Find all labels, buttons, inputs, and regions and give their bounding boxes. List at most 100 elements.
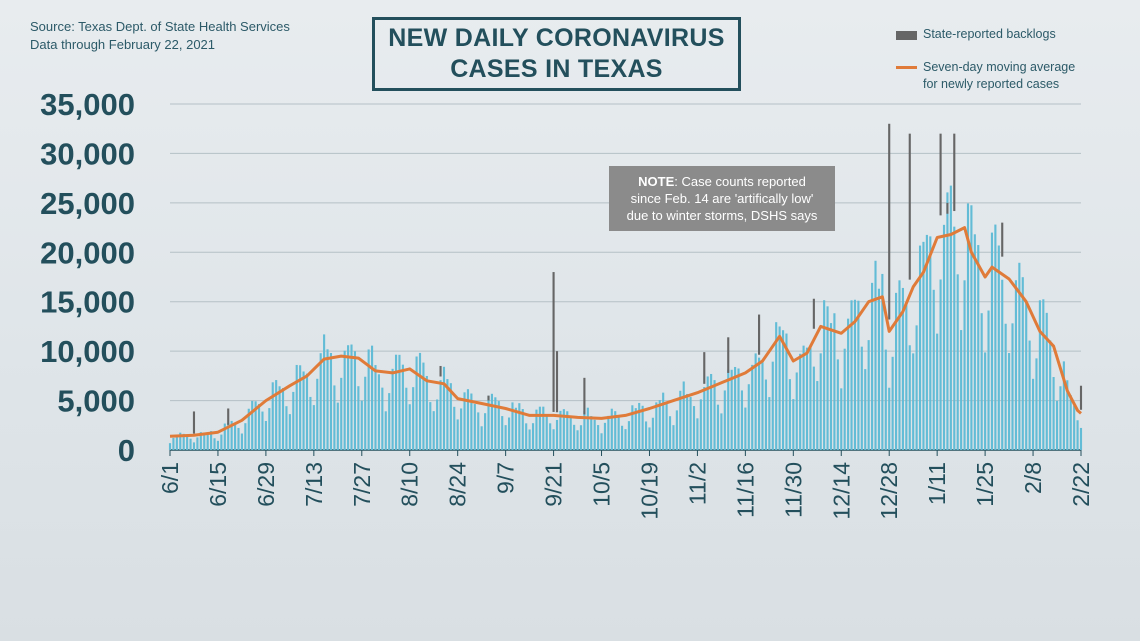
- backlog-bar: [192, 411, 196, 434]
- daily-case-bar: [353, 351, 357, 450]
- daily-case-bar: [367, 349, 370, 450]
- note-line-2: since Feb. 14 are 'artifically low': [630, 191, 814, 206]
- daily-case-bar: [227, 422, 230, 450]
- daily-case-bar: [823, 300, 826, 450]
- daily-case-bar: [850, 300, 853, 450]
- daily-case-bar: [1025, 302, 1028, 450]
- daily-case-bar: [449, 383, 452, 450]
- note-bold: NOTE: [638, 174, 675, 189]
- daily-case-bar: [394, 354, 398, 450]
- daily-case-bar: [758, 357, 761, 450]
- daily-case-bar: [668, 416, 672, 450]
- daily-case-bar: [432, 411, 435, 450]
- backlog-bar: [552, 272, 555, 412]
- daily-case-bar: [220, 434, 223, 450]
- daily-case-bar: [329, 352, 333, 450]
- daily-case-bar: [662, 392, 665, 450]
- y-tick-label: 15,000: [40, 285, 135, 320]
- daily-case-bar: [901, 287, 904, 450]
- x-tick-label: 11/2: [684, 462, 710, 505]
- daily-case-bar: [1055, 400, 1059, 450]
- daily-case-bar: [590, 416, 593, 450]
- daily-case-bar: [240, 433, 243, 450]
- daily-case-bar: [638, 402, 641, 450]
- daily-case-bar: [771, 361, 774, 450]
- daily-case-bar: [206, 432, 209, 450]
- daily-case-bar: [597, 425, 600, 450]
- daily-case-bar: [1066, 380, 1069, 450]
- daily-case-bar: [607, 415, 610, 450]
- daily-case-bar: [408, 404, 411, 450]
- daily-case-bar: [316, 378, 319, 450]
- legend-backlog-label: State-reported backlogs: [923, 27, 1056, 41]
- daily-case-bar: [254, 401, 257, 450]
- backlog-bar: [583, 377, 586, 415]
- daily-case-bar: [617, 416, 620, 450]
- chart-title: NEW DAILY CORONAVIRUS CASES IN TEXAS: [372, 17, 741, 91]
- daily-case-bar: [192, 442, 196, 450]
- daily-case-bar: [812, 366, 815, 450]
- daily-case-bar: [179, 432, 182, 450]
- x-tick-label: 2/22: [1068, 462, 1094, 507]
- daily-case-bar: [1062, 361, 1065, 450]
- daily-case-bar: [778, 326, 781, 450]
- daily-case-bar: [686, 393, 689, 450]
- daily-case-bar: [860, 346, 863, 450]
- daily-case-bar: [405, 387, 408, 450]
- backlog-bar: [812, 298, 815, 329]
- daily-case-bar: [994, 224, 997, 450]
- daily-case-bar: [292, 391, 295, 450]
- daily-case-bar: [299, 365, 302, 450]
- backlog-bar: [953, 133, 956, 212]
- daily-case-bar: [963, 280, 966, 450]
- daily-case-bar: [1049, 340, 1052, 450]
- x-tick-label: 8/10: [397, 462, 423, 507]
- daily-case-bar: [977, 245, 980, 450]
- daily-case-bar: [631, 405, 634, 450]
- daily-case-bar: [456, 419, 459, 450]
- daily-case-bar: [692, 406, 696, 450]
- daily-case-bar: [929, 236, 932, 450]
- daily-case-bar: [710, 373, 713, 450]
- daily-case-bar: [261, 411, 264, 450]
- daily-case-bar: [624, 429, 627, 450]
- daily-case-bar: [213, 438, 216, 450]
- backlog-bar: [888, 123, 891, 320]
- daily-case-bar: [1042, 299, 1045, 450]
- x-tick-label: 12/14: [828, 462, 854, 520]
- x-tick-label: 8/24: [445, 462, 471, 507]
- daily-case-bar: [216, 440, 220, 450]
- daily-case-bar: [730, 369, 733, 450]
- daily-case-bar: [531, 423, 535, 450]
- daily-case-bar: [744, 407, 747, 450]
- daily-case-bar: [918, 245, 922, 450]
- daily-case-bar: [764, 379, 767, 450]
- daily-case-bar: [237, 427, 240, 450]
- daily-case-bar: [802, 345, 805, 450]
- daily-case-bar: [888, 387, 891, 450]
- daily-case-bar: [651, 417, 654, 450]
- backlog-bar: [908, 133, 911, 280]
- note-line-1: NOTE: Case counts reported: [609, 173, 835, 190]
- daily-case-bar: [295, 364, 298, 450]
- daily-case-bar: [997, 245, 1000, 450]
- legend-average-text: Seven-day moving average for newly repor…: [923, 59, 1075, 93]
- daily-case-bar: [775, 322, 778, 450]
- daily-case-bar: [942, 224, 946, 450]
- backlog-bar: [727, 337, 730, 373]
- legend: State-reported backlogs Seven-day moving…: [896, 27, 1075, 93]
- daily-case-bar: [305, 373, 309, 450]
- daily-case-bar: [840, 388, 843, 450]
- daily-case-bar: [768, 397, 771, 450]
- daily-case-bar: [922, 241, 925, 450]
- daily-case-bar: [648, 427, 651, 450]
- daily-case-bar: [805, 347, 809, 450]
- daily-case-bar: [905, 304, 908, 450]
- daily-case-bar: [401, 364, 404, 450]
- daily-case-bar: [953, 226, 956, 450]
- daily-case-bar: [357, 386, 360, 450]
- daily-case-bar: [1001, 279, 1004, 450]
- daily-case-bar: [826, 306, 829, 450]
